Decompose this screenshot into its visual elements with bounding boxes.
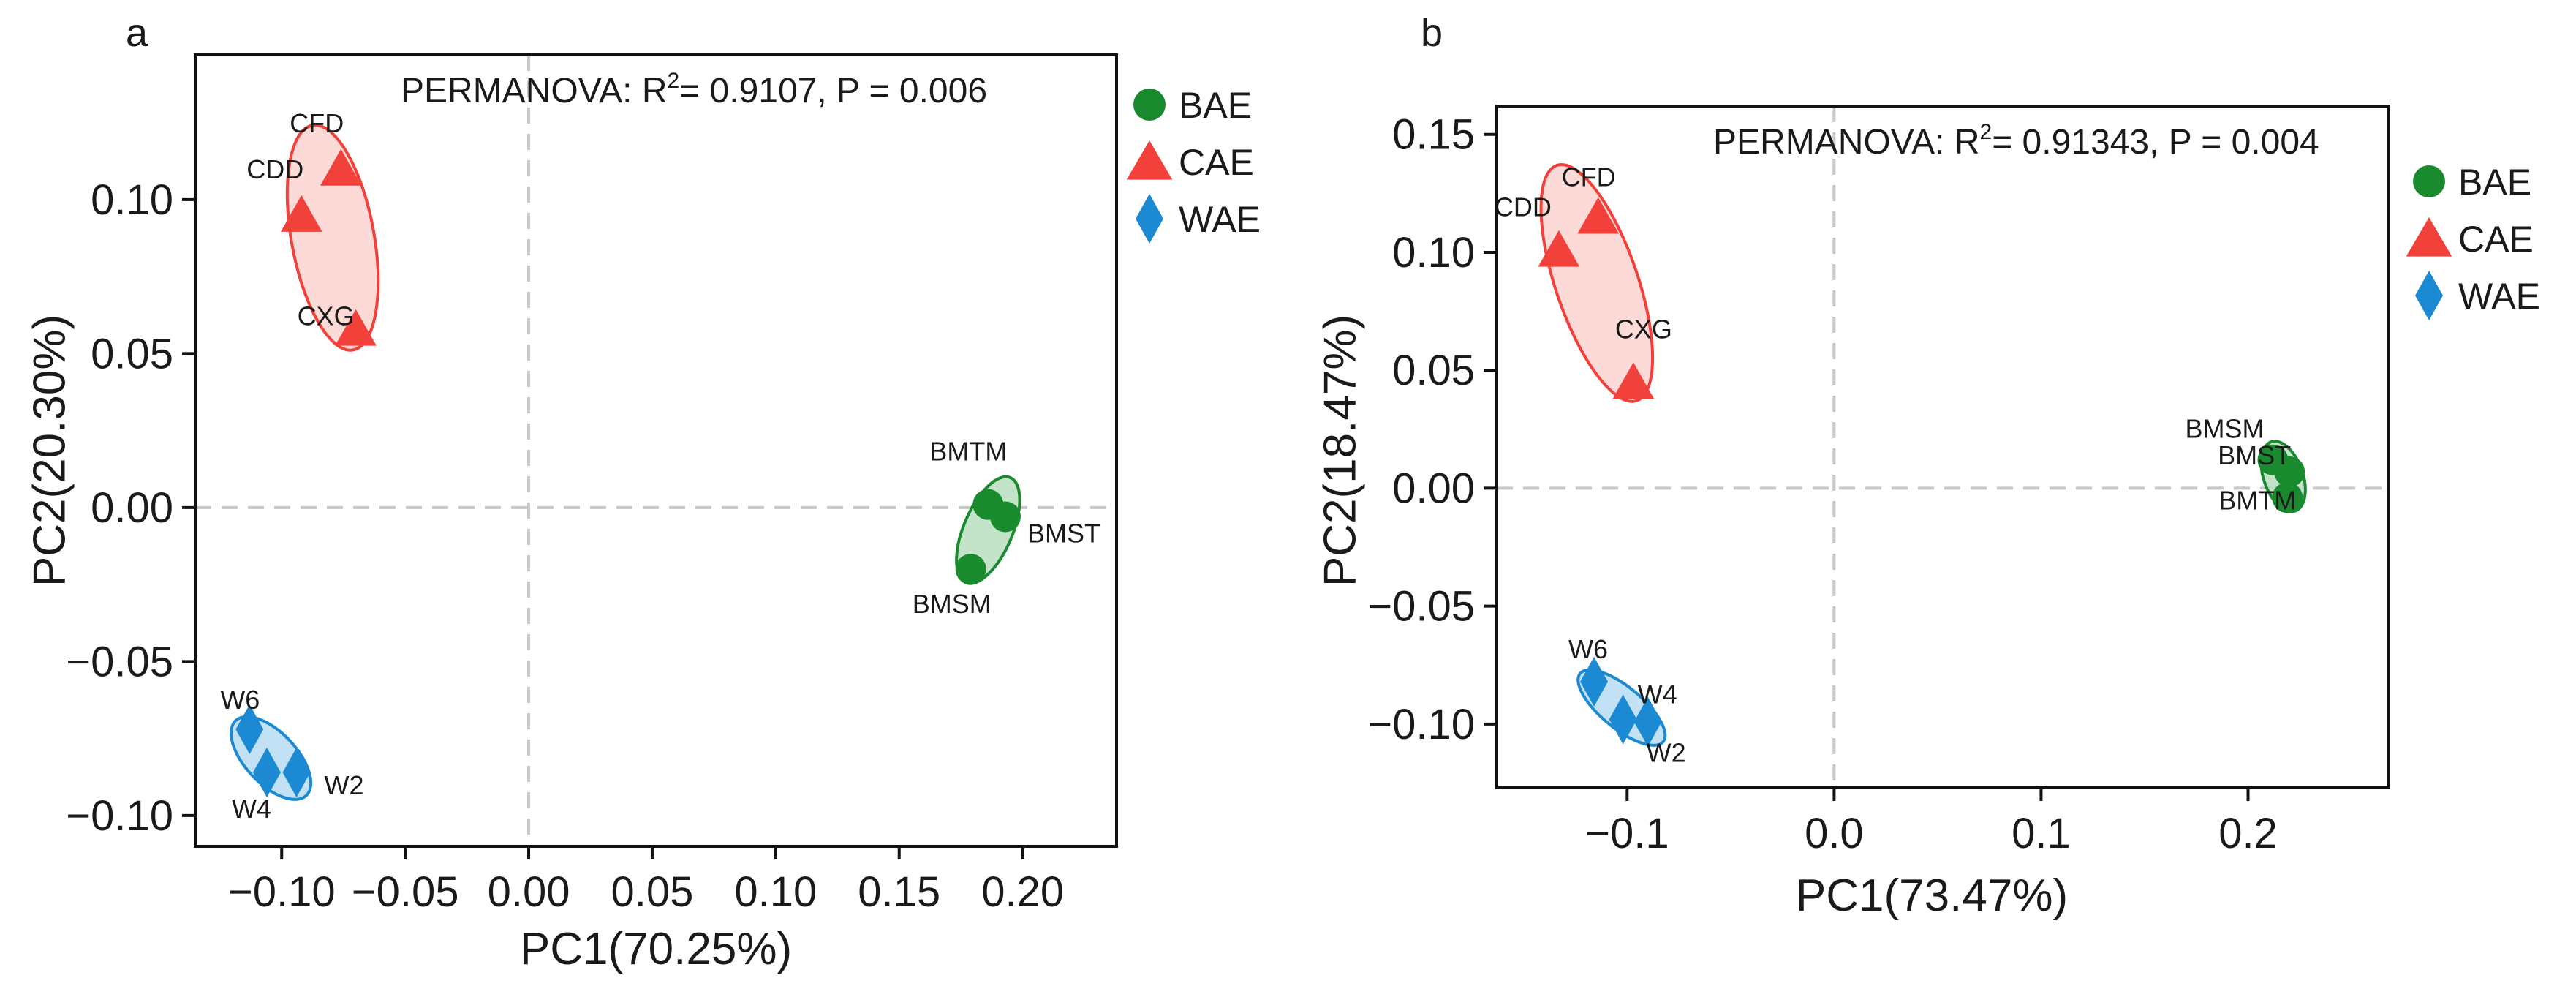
panel-a-x-tick-label: −0.05 — [352, 868, 459, 916]
panel-a-legend-wae-marker — [1136, 194, 1163, 244]
panel-b-y-tick-label: −0.10 — [1367, 701, 1475, 748]
panel-b-point-label-bmsm: BMSM — [2185, 414, 2264, 444]
panel-a-point-bmsm — [955, 554, 986, 585]
panel-b-point-label-w2: W2 — [1647, 738, 1686, 768]
panel-b-point-label-bmst: BMST — [2218, 440, 2291, 470]
panel-b-x-tick-label: 0.1 — [2012, 810, 2071, 857]
panel-b-legend-cae-marker — [2406, 217, 2452, 257]
panel-b-point-cxg — [1612, 362, 1655, 399]
panel-a-y-tick-label: −0.10 — [66, 792, 173, 840]
panel-b-point-bmtm — [2272, 482, 2303, 513]
panel-b-point-w6 — [1580, 656, 1609, 707]
panel-a-legend: BAE CAE WAE — [1126, 85, 1261, 244]
panel-b-point-cdd — [1538, 230, 1580, 267]
panel-b-point-label-w4: W4 — [1638, 679, 1677, 709]
panel-a-point-cfd — [320, 148, 362, 186]
panel-a-point-label-cdd: CDD — [246, 154, 303, 184]
panel-a-x-tick-label: 0.15 — [858, 868, 940, 916]
panel-a-x-tick-label: 0.00 — [488, 868, 570, 916]
panel-a-point-cxg — [335, 309, 377, 346]
panel-a-legend-cae-marker — [1126, 140, 1173, 180]
panel-a: a BMTM BMST BMSM CFD CDD CXG W6 W4 W2 −0.10 −0.05… — [24, 11, 1261, 974]
panel-b-point-w2 — [1633, 696, 1662, 747]
panel-a-x-tick-label: −0.10 — [228, 868, 336, 916]
panel-b-label: b — [1421, 11, 1443, 55]
panel-b-permanova-text: PERMANOVA: R2= 0.91343, P = 0.004 — [1713, 120, 2319, 162]
panel-a-point-bmst — [989, 501, 1021, 533]
panel-a-legend-bae-label: BAE — [1179, 85, 1252, 126]
panel-a-point-label-bmtm: BMTM — [929, 437, 1007, 467]
panel-b-plot-frame — [1495, 105, 2390, 789]
panel-b-legend-bae-marker — [2413, 165, 2445, 197]
panel-a-point-cdd — [280, 195, 322, 232]
panel-a-point-label-cfd: CFD — [290, 108, 344, 138]
panel-a-legend-cae-label: CAE — [1179, 142, 1254, 183]
panel-b-point-label-w6: W6 — [1568, 634, 1608, 664]
panel-b-point-label-cxg: CXG — [1615, 314, 1672, 344]
panel-b-x-tick-label: 0.2 — [2218, 810, 2278, 857]
panel-b-legend: BAE CAE WAE — [2406, 162, 2540, 320]
panel-a-legend-bae-marker — [1133, 89, 1166, 121]
panel-b-x-axis-title: PC1(73.47%) — [1796, 870, 2068, 921]
panel-a-y-tick-label: 0.00 — [91, 484, 173, 532]
panel-a-point-label-cxg: CXG — [298, 301, 355, 331]
panel-b-y-tick-label: −0.05 — [1367, 583, 1475, 631]
panel-b-point-bmst — [2274, 456, 2305, 487]
panel-a-point-w2 — [282, 747, 311, 797]
panel-a-point-label-w6: W6 — [220, 685, 260, 715]
panel-b-point-w4 — [1609, 694, 1637, 745]
panel-a-x-tick-label: 0.05 — [611, 868, 693, 916]
panel-b-point-label-bmtm: BMTM — [2218, 485, 2296, 515]
panel-a-point-w6 — [235, 704, 264, 755]
panel-a-point-label-bmst: BMST — [1027, 519, 1100, 549]
panel-a-x-tick-label: 0.20 — [981, 868, 1064, 916]
panel-a-point-label-w2: W2 — [324, 770, 363, 800]
panel-b-x-tick-label: 0.0 — [1805, 810, 1864, 857]
panel-a-legend-wae-label: WAE — [1179, 199, 1261, 240]
panel-a-x-tick-label: 0.10 — [734, 868, 817, 916]
panel-b-y-axis-title: PC2(18.47%) — [1315, 315, 1365, 587]
panel-a-point-label-w4: W4 — [232, 794, 271, 824]
panel-a-label: a — [126, 11, 148, 55]
panel-b-y-tick-label: 0.10 — [1392, 229, 1475, 276]
panel-a-y-axis-title: PC2(20.30%) — [24, 315, 75, 587]
panel-b-point-label-cfd: CFD — [1562, 162, 1616, 192]
panel-a-y-tick-label: 0.05 — [91, 330, 173, 377]
panel-a-y-tick-label: 0.10 — [91, 176, 173, 224]
panel-b-legend-wae-marker — [2415, 271, 2443, 320]
panel-b-y-tick-label: 0.05 — [1392, 347, 1475, 394]
panel-b-x-tick-label: −0.1 — [1585, 810, 1669, 857]
panel-b-point-label-cdd: CDD — [1495, 192, 1552, 222]
panel-a-point-w4 — [252, 747, 281, 797]
panel-a-point-label-bmsm: BMSM — [913, 589, 992, 619]
panel-b-legend-bae-label: BAE — [2458, 162, 2531, 203]
panel-b-point-cfd — [1577, 197, 1620, 234]
panel-a-y-tick-label: −0.05 — [66, 638, 173, 685]
panel-b-y-tick-label: 0.15 — [1392, 111, 1475, 159]
panel-a-x-axis-title: PC1(70.25%) — [520, 924, 792, 974]
panel-b-legend-wae-label: WAE — [2458, 276, 2540, 317]
panel-b-legend-cae-label: CAE — [2458, 219, 2534, 260]
panel-b-y-tick-label: 0.00 — [1392, 464, 1475, 512]
panel-a-plot-frame — [194, 53, 1118, 848]
panel-a-permanova-text: PERMANOVA: R2= 0.9107, P = 0.006 — [401, 69, 987, 110]
panel-b-cae-confidence-ellipse — [1539, 162, 1655, 403]
